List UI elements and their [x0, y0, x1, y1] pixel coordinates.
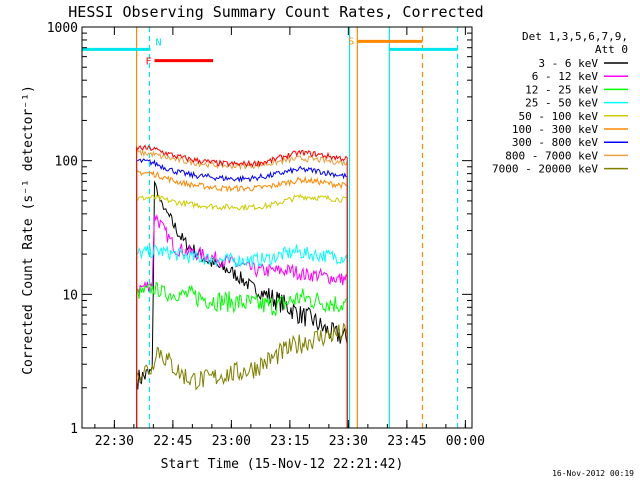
- flag-label-N: N: [155, 37, 161, 48]
- y-tick-label: 1000: [47, 21, 78, 36]
- legend-entry-label: 800 - 7000 keV: [505, 149, 598, 162]
- plot-area: NF S: [82, 27, 459, 428]
- series-line-0: [136, 180, 348, 428]
- legend-entry-label: 100 - 300 keV: [512, 123, 598, 136]
- series-line-6: [136, 158, 348, 428]
- x-tick-label: 23:45: [387, 434, 426, 449]
- x-tick-label: 22:45: [153, 434, 192, 449]
- legend-header-line2: Att 0: [595, 43, 628, 56]
- plot-frame: [81, 26, 473, 429]
- series-line-9: [136, 144, 348, 428]
- flag-label-F: F: [146, 57, 152, 68]
- legend-entry-label: 7000 - 20000 keV: [492, 163, 598, 176]
- y-axis-label: Corrected Count Rate (s⁻¹ detector⁻¹): [21, 85, 36, 375]
- series-line-2: [136, 281, 348, 428]
- x-tick-label: 00:00: [446, 434, 485, 449]
- series-line-4: [136, 193, 348, 428]
- y-tick-label: 100: [55, 155, 78, 170]
- series-line-7: [136, 149, 348, 428]
- y-tick-label: 1: [70, 422, 78, 437]
- y-axis: 1 10 100 1000: [47, 21, 472, 437]
- legend-entry-label: 50 - 100 keV: [519, 110, 599, 123]
- legend-entry-label: 12 - 25 keV: [525, 83, 598, 96]
- flag-label-S: S: [348, 36, 354, 47]
- chart-title: HESSI Observing Summary Count Rates, Cor…: [68, 3, 483, 21]
- x-axis-label: Start Time (15-Nov-12 22:21:42): [161, 457, 404, 472]
- x-axis: 22:30 22:45 23:00 23:15 23:30 23:45 00:00: [94, 27, 485, 449]
- series-line-3: [136, 244, 348, 428]
- x-tick-label: 23:30: [329, 434, 368, 449]
- series-line-5: [136, 170, 348, 428]
- legend-entry-label: 25 - 50 keV: [525, 97, 598, 110]
- legend-header-line1: Det 1,3,5,6,7,9,: [522, 30, 628, 43]
- x-tick-label: 23:00: [212, 434, 251, 449]
- x-tick-label: 23:15: [270, 434, 309, 449]
- x-tick-label: 22:30: [95, 434, 134, 449]
- y-tick-label: 10: [62, 288, 78, 303]
- legend-entry-label: 300 - 800 keV: [512, 136, 598, 149]
- legend-entry-label: 6 - 12 keV: [532, 70, 599, 83]
- series-line-8: [136, 322, 348, 428]
- series-line-1: [136, 213, 348, 428]
- footer-timestamp: 16-Nov-2012 00:19: [552, 469, 634, 478]
- legend-entry-label: 3 - 6 keV: [538, 57, 598, 70]
